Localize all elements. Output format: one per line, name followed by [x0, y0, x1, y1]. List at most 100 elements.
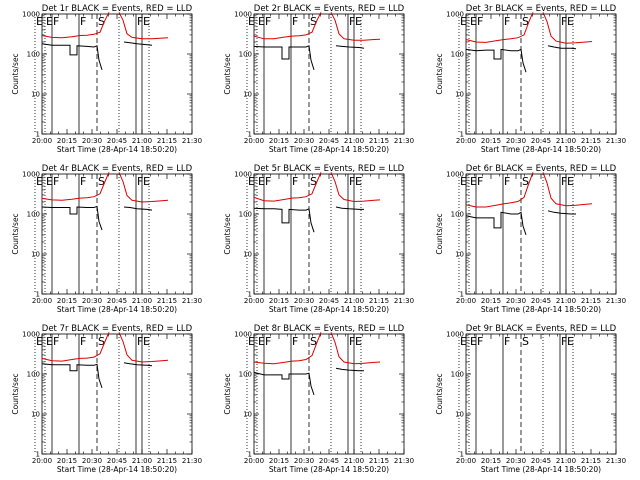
- x-tick-label: 21:00: [556, 457, 576, 465]
- x-tick-label: 20:30: [294, 457, 314, 465]
- y-tick-label: 100: [239, 211, 252, 219]
- lld-series-line: [330, 172, 381, 203]
- y-axis-label: Counts/sec: [435, 213, 444, 254]
- marker-label: E: [567, 335, 574, 348]
- plot-panel-7: Det 7r BLACK = Events, RED = LLD 1 10 100 10…: [11, 324, 202, 474]
- marker-label: S: [310, 175, 317, 188]
- marker-label: F: [504, 15, 510, 28]
- events-series-line: [253, 207, 315, 233]
- marker-label: S: [310, 335, 317, 348]
- axis-frame: [465, 13, 617, 135]
- y-tick-label: 1: [460, 291, 464, 299]
- events-series-line: [41, 43, 103, 71]
- marker-label: F: [53, 335, 59, 348]
- x-tick-label: 20:45: [107, 137, 127, 145]
- x-tick-label: 20:00: [32, 297, 52, 305]
- lld-series-line: [542, 12, 593, 44]
- lld-series-line: [41, 12, 110, 39]
- plot-panel-9: Det 9r BLACK = Events, RED = LLD 1 10 100 10…: [435, 324, 626, 474]
- events-series-line: [465, 211, 527, 236]
- marker-label: E: [258, 335, 265, 348]
- marker-label: E: [460, 175, 467, 188]
- y-tick-label: 100: [27, 51, 40, 59]
- x-tick-label: 20:15: [269, 137, 289, 145]
- lld-series-line: [41, 332, 110, 362]
- marker-label: F: [349, 15, 355, 28]
- marker-label: E: [470, 15, 477, 28]
- lld-series-line: [41, 172, 110, 201]
- axis-frame: [253, 333, 405, 455]
- x-tick-label: 20:45: [319, 137, 339, 145]
- y-tick-label: 1000: [22, 11, 40, 19]
- marker-label: F: [137, 335, 143, 348]
- x-tick-label: 21:30: [606, 457, 626, 465]
- x-tick-label: 20:00: [244, 297, 264, 305]
- x-tick-label: 21:30: [394, 137, 414, 145]
- x-axis-label: Start Time (28-Apr-14 18:50:20): [269, 305, 389, 314]
- x-tick-label: 20:15: [57, 457, 77, 465]
- x-tick-label: 20:00: [32, 457, 52, 465]
- x-tick-label: 20:15: [269, 457, 289, 465]
- y-tick-label: 1000: [22, 171, 40, 179]
- marker-label: E: [567, 175, 574, 188]
- x-tick-label: 20:00: [244, 137, 264, 145]
- axis-frame: [253, 173, 405, 295]
- events-series-line: [123, 206, 153, 211]
- x-axis-label: Start Time (28-Apr-14 18:50:20): [481, 305, 601, 314]
- marker-label: S: [98, 175, 105, 188]
- marker-label: F: [349, 175, 355, 188]
- y-axis-label: Counts/sec: [223, 213, 232, 254]
- x-tick-label: 20:00: [456, 137, 476, 145]
- events-series-line: [123, 362, 153, 367]
- panel-title: Det 4r BLACK = Events, RED = LLD: [42, 164, 193, 174]
- marker-label: F: [265, 15, 271, 28]
- y-tick-label: 10: [31, 411, 40, 419]
- y-tick-label: 1: [460, 131, 464, 139]
- y-tick-label: 100: [451, 371, 464, 379]
- x-tick-label: 20:45: [107, 457, 127, 465]
- y-tick-label: 1: [36, 451, 40, 459]
- panel-title: Det 7r BLACK = Events, RED = LLD: [42, 324, 193, 334]
- lld-series-line: [253, 332, 322, 365]
- x-tick-label: 21:00: [132, 457, 152, 465]
- marker-label: E: [36, 175, 43, 188]
- y-tick-label: 100: [27, 371, 40, 379]
- x-axis-label: Start Time (28-Apr-14 18:50:20): [481, 465, 601, 474]
- x-tick-label: 20:30: [506, 297, 526, 305]
- y-axis-label: Counts/sec: [11, 213, 20, 254]
- plot-panel-4: Det 4r BLACK = Events, RED = LLD 1 10 100 10…: [11, 164, 202, 314]
- panel-title: Det 2r BLACK = Events, RED = LLD: [254, 4, 405, 14]
- marker-label: F: [292, 15, 298, 28]
- events-series-line: [547, 45, 577, 50]
- marker-label: F: [137, 175, 143, 188]
- axis-frame: [253, 13, 405, 135]
- x-tick-label: 21:30: [394, 457, 414, 465]
- marker-label: E: [248, 15, 255, 28]
- marker-label: F: [80, 15, 86, 28]
- x-tick-label: 21:15: [369, 457, 389, 465]
- x-tick-label: 21:00: [556, 137, 576, 145]
- marker-label: E: [460, 15, 467, 28]
- marker-label: F: [292, 335, 298, 348]
- y-tick-label: 10: [455, 411, 464, 419]
- axis-frame: [41, 13, 193, 135]
- panel-title: Det 3r BLACK = Events, RED = LLD: [466, 4, 617, 14]
- y-tick-label: 1: [248, 451, 252, 459]
- x-tick-label: 21:00: [344, 137, 364, 145]
- y-axis-label: Counts/sec: [11, 53, 20, 94]
- x-tick-label: 21:00: [556, 297, 576, 305]
- y-axis-label: Counts/sec: [223, 373, 232, 414]
- events-series-line: [335, 45, 365, 49]
- x-tick-label: 21:30: [182, 457, 202, 465]
- x-tick-label: 21:15: [581, 457, 601, 465]
- marker-label: F: [265, 175, 271, 188]
- events-series-line: [335, 206, 364, 210]
- x-tick-label: 21:00: [132, 297, 152, 305]
- y-tick-label: 1000: [446, 171, 464, 179]
- y-tick-label: 1000: [234, 171, 252, 179]
- marker-label: E: [46, 15, 53, 28]
- marker-label: F: [265, 335, 271, 348]
- y-tick-label: 1: [36, 131, 40, 139]
- marker-label: F: [561, 15, 567, 28]
- lld-series-line: [465, 172, 534, 208]
